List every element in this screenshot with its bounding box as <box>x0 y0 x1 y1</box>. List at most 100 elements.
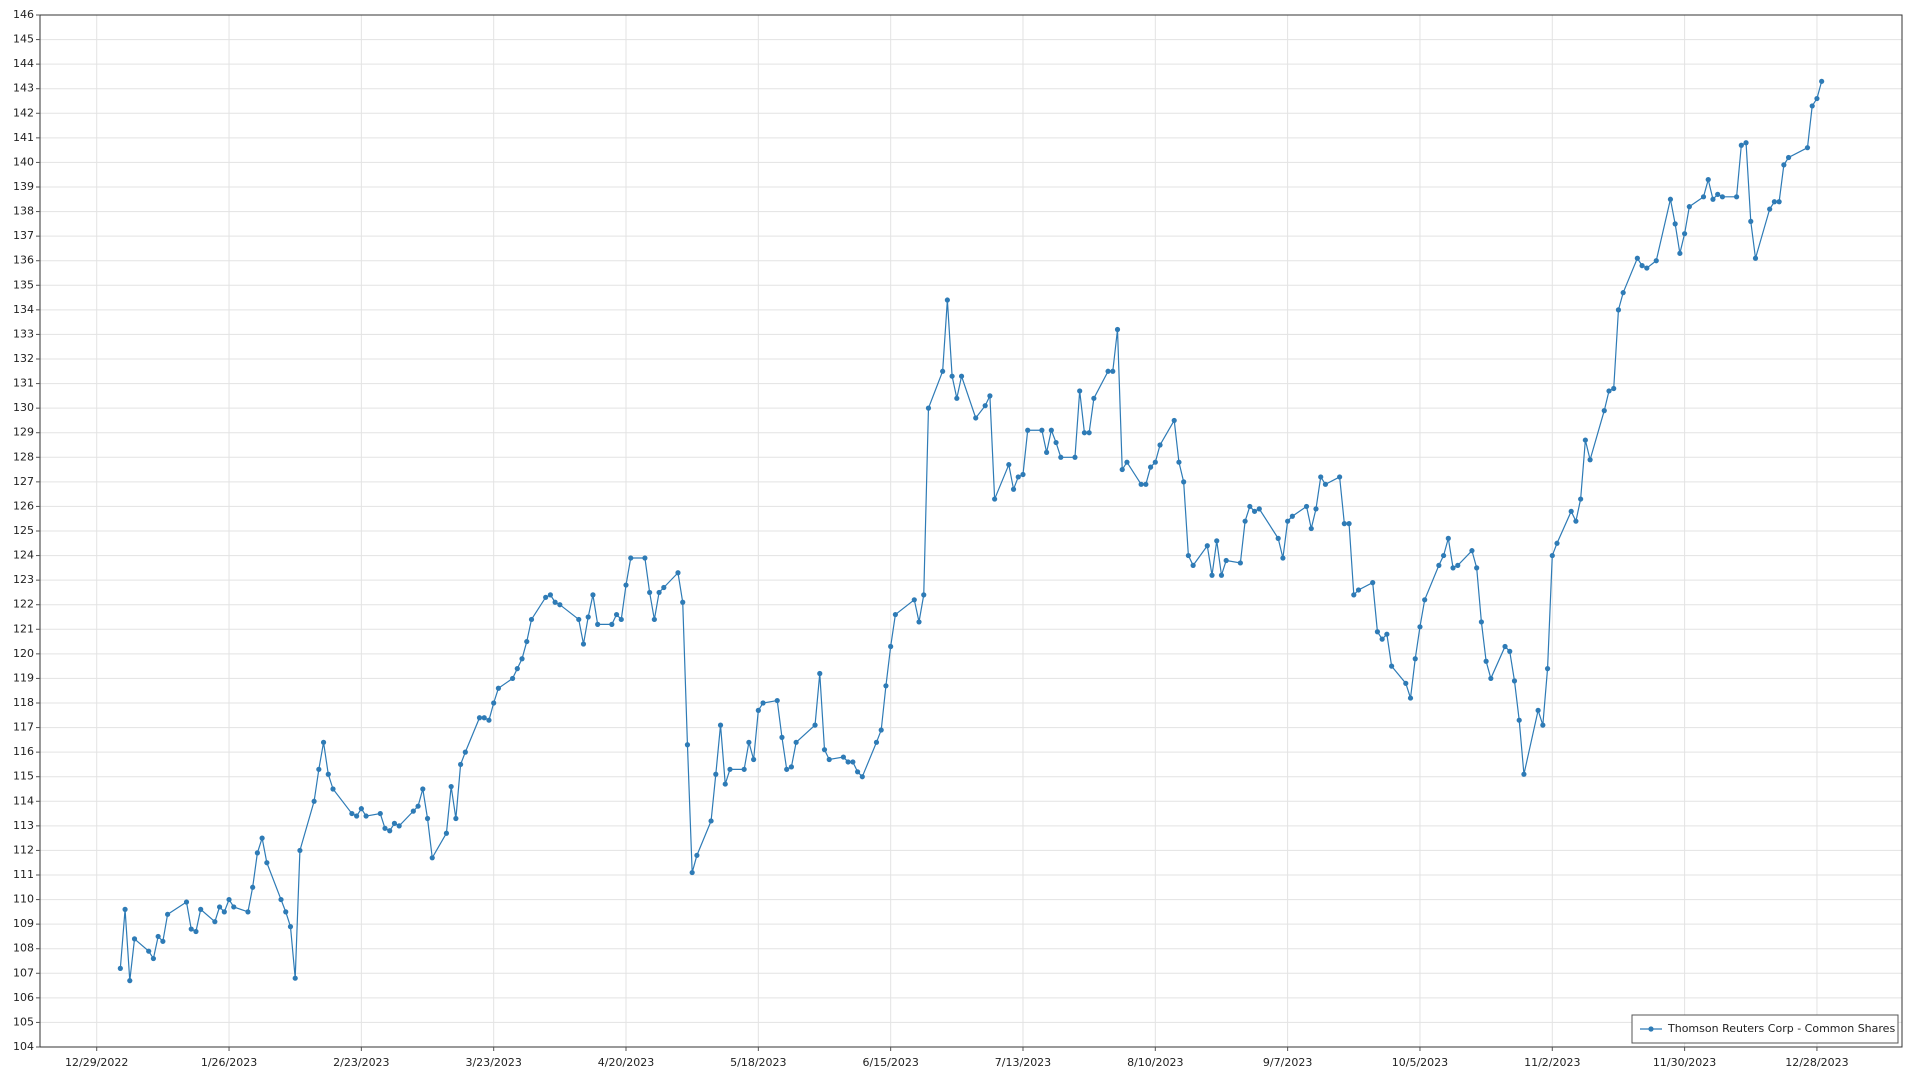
x-tick-label: 10/5/2023 <box>1392 1056 1448 1069</box>
data-point <box>1010 486 1017 492</box>
data-point <box>1355 587 1362 593</box>
data-point <box>1370 580 1376 586</box>
data-point <box>146 948 152 954</box>
data-point <box>727 766 733 772</box>
data-point <box>1705 177 1711 183</box>
data-point <box>1176 459 1182 465</box>
data-point <box>1379 636 1385 642</box>
data-point <box>1289 513 1295 519</box>
data-point <box>183 899 190 905</box>
data-point <box>694 852 700 858</box>
data-point <box>1053 439 1059 446</box>
y-tick-label: 138 <box>13 205 34 218</box>
data-point <box>793 739 799 745</box>
data-point <box>354 813 360 819</box>
data-point <box>944 297 950 303</box>
data-point <box>1568 508 1574 514</box>
y-tick-label: 106 <box>13 991 34 1004</box>
y-tick-label: 139 <box>13 180 34 193</box>
data-point <box>387 828 393 834</box>
data-point <box>1020 471 1026 478</box>
data-point <box>850 759 856 765</box>
data-point <box>1819 78 1825 84</box>
grid <box>40 14 1902 1048</box>
data-point <box>788 764 795 770</box>
data-point <box>377 810 383 817</box>
data-point <box>1511 678 1518 684</box>
data-point <box>1285 518 1291 524</box>
y-tick-label: 115 <box>13 770 34 783</box>
data-point <box>297 847 303 854</box>
data-point <box>826 756 832 763</box>
data-point <box>1006 462 1012 468</box>
data-point <box>1077 388 1083 394</box>
data-point <box>609 621 615 627</box>
data-point <box>854 769 861 775</box>
y-tick-label: 105 <box>13 1015 34 1028</box>
x-tick-label: 12/29/2022 <box>65 1056 128 1069</box>
data-point <box>415 803 421 809</box>
data-point <box>1318 474 1324 480</box>
data-point <box>519 656 525 662</box>
data-point <box>1417 624 1423 630</box>
data-point <box>1549 552 1555 559</box>
data-point <box>1181 479 1187 485</box>
y-tick-label: 141 <box>13 131 34 144</box>
data-point <box>1337 474 1343 480</box>
data-point <box>1781 162 1787 168</box>
data-point <box>514 666 520 672</box>
data-point <box>1601 408 1607 414</box>
data-point <box>1374 629 1381 635</box>
data-point <box>448 783 454 790</box>
data-point <box>888 643 894 650</box>
data-point <box>751 756 757 763</box>
y-tick-label: 127 <box>13 475 34 488</box>
data-point <box>661 584 667 591</box>
data-point <box>226 896 232 903</box>
data-point <box>784 766 790 772</box>
data-point <box>410 808 416 814</box>
data-point <box>590 592 596 598</box>
data-point <box>1143 481 1149 487</box>
data-point <box>1351 592 1357 598</box>
data-point <box>1209 572 1215 578</box>
data-point <box>250 884 256 890</box>
y-tick-label: 110 <box>13 893 34 906</box>
x-tick-label: 1/26/2023 <box>201 1056 257 1069</box>
data-point <box>760 700 766 706</box>
data-point <box>547 592 553 598</box>
data-point <box>524 638 530 645</box>
data-point <box>283 909 289 915</box>
y-tick-label: 146 <box>13 8 34 21</box>
y-tick-label: 117 <box>13 721 34 734</box>
data-point <box>1110 368 1116 374</box>
data-point <box>453 815 459 822</box>
data-point <box>1303 503 1310 510</box>
data-point <box>1412 656 1418 662</box>
data-point <box>216 904 223 910</box>
data-point <box>486 717 492 723</box>
data-point <box>1752 255 1759 261</box>
data-point <box>821 747 828 753</box>
data-point <box>746 739 752 745</box>
data-point <box>1313 506 1319 512</box>
y-tick-label: 122 <box>13 598 34 611</box>
data-point <box>779 734 785 741</box>
data-point <box>812 722 818 728</box>
data-point <box>1114 326 1121 333</box>
data-point <box>1044 449 1050 455</box>
data-point <box>278 896 284 903</box>
data-point <box>462 749 468 755</box>
y-tick-label: 108 <box>13 942 34 955</box>
data-point <box>429 855 435 861</box>
data-point <box>1488 675 1494 682</box>
data-point <box>1157 442 1163 448</box>
data-point <box>1672 221 1678 227</box>
data-point <box>231 904 237 910</box>
data-point <box>543 594 549 600</box>
data-point <box>1644 265 1650 271</box>
y-tick-label: 144 <box>13 57 34 70</box>
data-point <box>1738 142 1744 148</box>
x-tick-label: 8/10/2023 <box>1127 1056 1183 1069</box>
data-point <box>193 928 199 935</box>
